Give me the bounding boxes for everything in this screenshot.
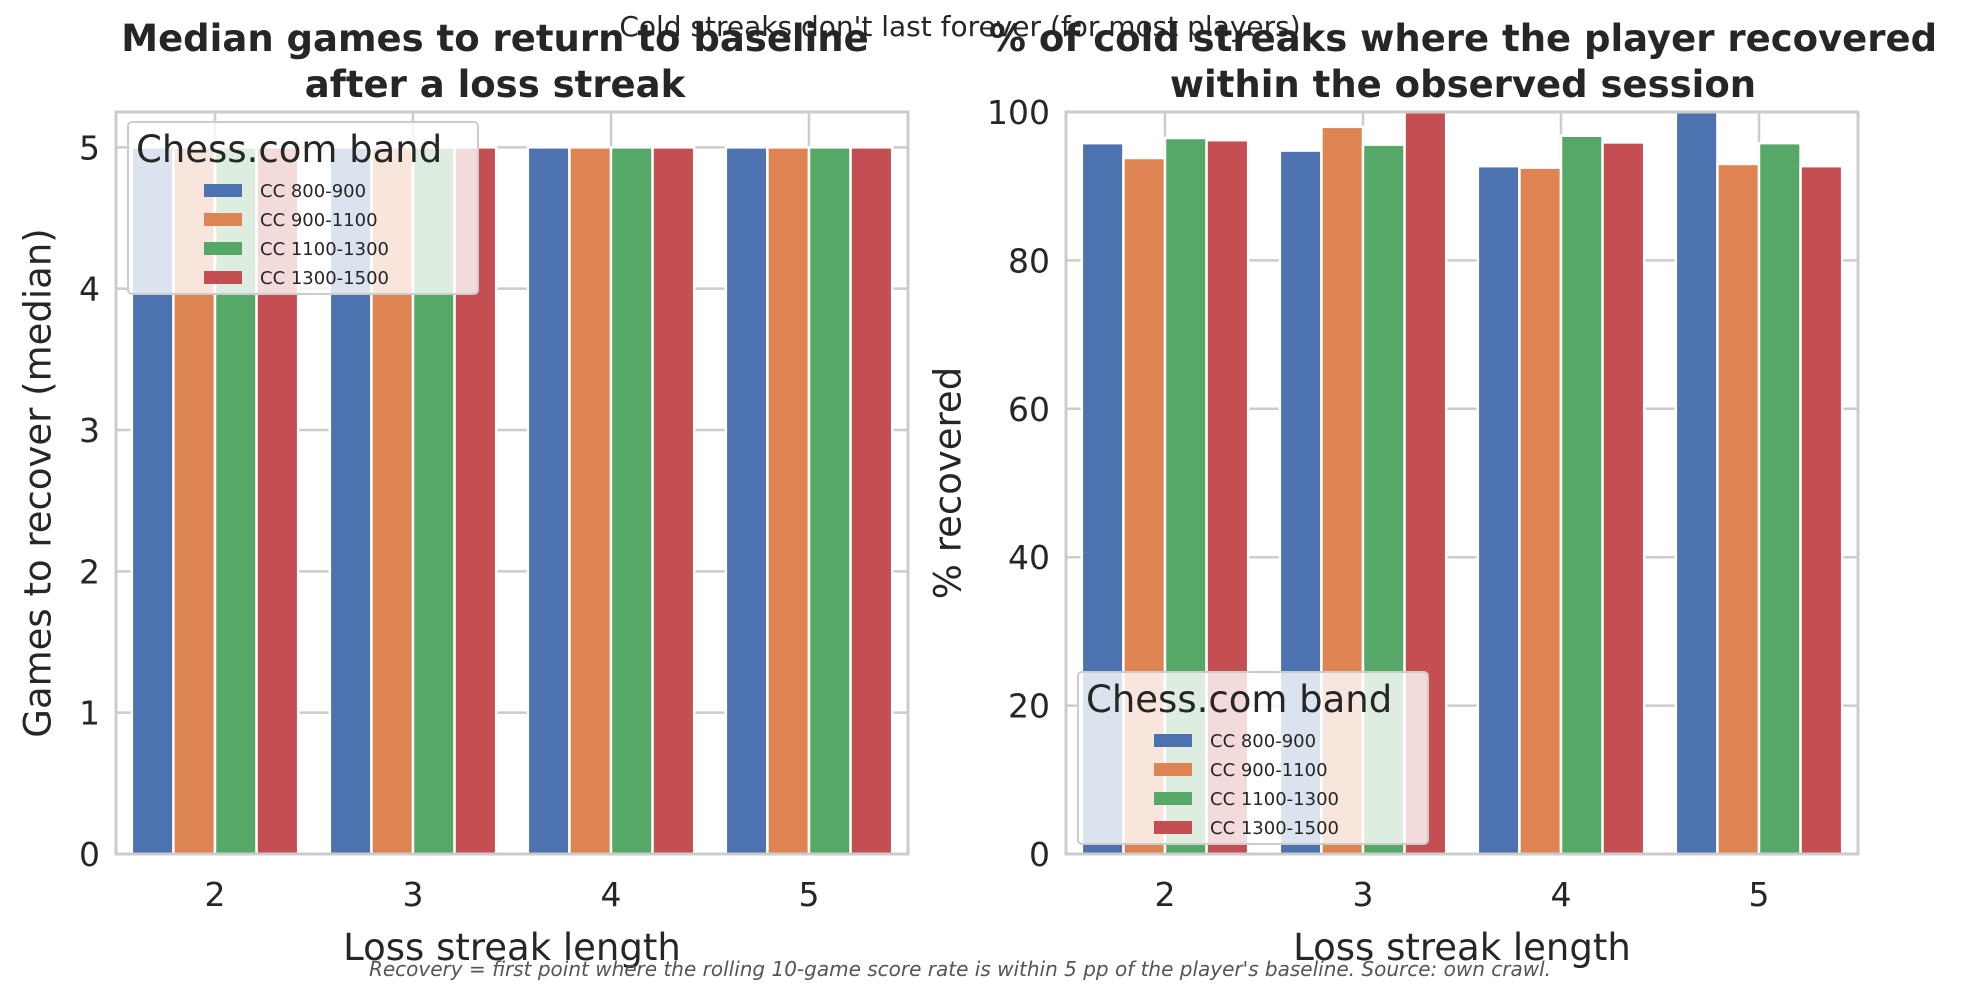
legend-swatch <box>1154 821 1192 834</box>
y-tick-label: 3 <box>79 411 100 450</box>
bar-cc-1300-1500-streak-5 <box>849 146 894 856</box>
legend-entry: CC 1100-1300 <box>1210 789 1339 810</box>
right-x-tick-labels: 2 3 4 5 <box>1155 875 1770 914</box>
x-tick-label: 2 <box>1155 875 1176 914</box>
left-y-tick-labels: 0 1 2 3 4 5 <box>79 128 100 874</box>
right-y-axis-label: % recovered <box>927 367 970 599</box>
figure-footnote: Recovery = first point where the rolling… <box>369 957 1551 981</box>
bar-cc-900-1100-streak-5 <box>766 146 811 856</box>
y-tick-label: 2 <box>79 552 100 591</box>
left-chart-title-line-2: after a loss streak <box>305 63 687 106</box>
bar-cc-900-1100-streak-4 <box>568 146 613 856</box>
legend-swatch <box>204 271 242 284</box>
bar-cc-800-900-streak-4 <box>1476 164 1521 856</box>
right-plot-frame <box>1064 110 1860 856</box>
legend-swatch <box>204 242 242 255</box>
y-tick-label: 60 <box>1008 390 1050 429</box>
figure-suptitle: Cold streaks don't last forever (for mos… <box>619 10 1300 43</box>
y-tick-label: 4 <box>79 270 100 309</box>
x-tick-label: 5 <box>1749 875 1770 914</box>
bar-cc-800-900-streak-5 <box>1674 110 1719 856</box>
left-legend: Chess.com band CC 800-900 CC 900-1100 CC 11… <box>127 121 479 295</box>
bar-cc-800-900-streak-4 <box>526 146 571 856</box>
y-tick-label: 5 <box>79 128 100 167</box>
legend-entry: CC 1100-1300 <box>260 239 389 260</box>
x-tick-label: 4 <box>1551 875 1572 914</box>
legend-swatch <box>1154 763 1192 776</box>
right-chart-panel: 0 20 40 60 80 100 2 3 4 5 % of cold streaks wher… <box>927 17 1938 969</box>
bar-cc-1300-1500-streak-5 <box>1799 164 1844 856</box>
x-tick-label: 2 <box>205 875 226 914</box>
bar-cc-1300-1500-streak-4 <box>651 146 696 856</box>
x-tick-label: 3 <box>1353 875 1374 914</box>
legend-swatch <box>1154 792 1192 805</box>
legend-title: Chess.com band <box>1086 678 1392 721</box>
left-chart-title-line-1: Median games to return to baseline <box>121 17 868 60</box>
bar-cc-900-1100-streak-4 <box>1518 166 1563 856</box>
left-chart-panel: 0 1 2 3 4 5 2 3 4 5 Median games to return to ba… <box>17 17 910 969</box>
bar-cc-1300-1500-streak-4 <box>1601 141 1646 856</box>
left-plot-frame <box>114 110 910 856</box>
bar-cc-900-1100-streak-5 <box>1716 162 1761 856</box>
left-x-tick-labels: 2 3 4 5 <box>205 875 820 914</box>
legend-entry: CC 900-1100 <box>260 210 378 231</box>
left-y-axis-label: Games to recover (median) <box>17 228 60 737</box>
legend-swatch <box>204 213 242 226</box>
y-tick-label: 0 <box>79 835 100 874</box>
bar-cc-1100-1300-streak-5 <box>807 146 852 856</box>
bar-cc-1100-1300-streak-4 <box>609 146 654 856</box>
legend-entry: CC 800-900 <box>260 181 366 202</box>
y-tick-label: 40 <box>1008 538 1050 577</box>
x-tick-label: 3 <box>403 875 424 914</box>
y-tick-label: 1 <box>79 694 100 733</box>
legend-entry: CC 900-1100 <box>1210 760 1328 781</box>
y-tick-label: 80 <box>1008 241 1050 280</box>
legend-entry: CC 1300-1500 <box>1210 818 1339 839</box>
legend-swatch <box>204 184 242 197</box>
x-tick-label: 4 <box>601 875 622 914</box>
y-tick-label: 20 <box>1008 687 1050 726</box>
right-y-tick-labels: 0 20 40 60 80 100 <box>987 93 1050 874</box>
y-tick-label: 0 <box>1029 835 1050 874</box>
right-x-axis-label: Loss streak length <box>1293 926 1631 969</box>
y-tick-label: 100 <box>987 93 1050 132</box>
x-tick-label: 5 <box>799 875 820 914</box>
right-legend: Chess.com band CC 800-900 CC 900-1100 CC 11… <box>1077 671 1429 845</box>
right-chart-title-line-2: within the observed session <box>1170 63 1756 106</box>
left-x-axis-label: Loss streak length <box>343 926 681 969</box>
legend-swatch <box>1154 734 1192 747</box>
legend-title: Chess.com band <box>136 128 442 171</box>
bar-cc-1100-1300-streak-4 <box>1559 134 1604 856</box>
legend-entry: CC 1300-1500 <box>260 268 389 289</box>
bar-cc-1100-1300-streak-5 <box>1757 141 1802 856</box>
right-chart-title-line-1: % of cold streaks where the player recov… <box>989 17 1937 60</box>
legend-entry: CC 800-900 <box>1210 731 1316 752</box>
bar-cc-800-900-streak-5 <box>724 146 769 856</box>
